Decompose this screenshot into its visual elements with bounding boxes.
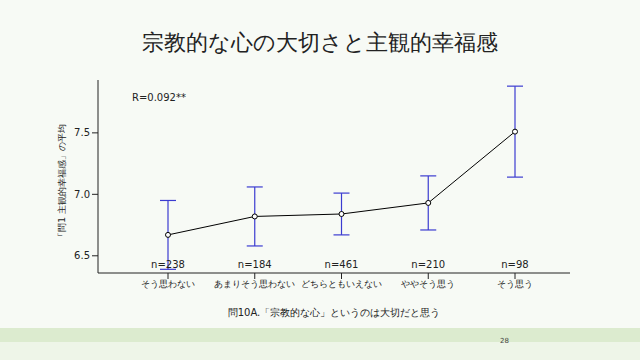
svg-text:そう思う: そう思う bbox=[497, 279, 533, 289]
html-text:宗教的な心の大切さと主観的幸福感: 宗教的な心の大切さと主観的幸福感 bbox=[142, 30, 498, 55]
svg-text:n=461: n=461 bbox=[325, 259, 359, 270]
svg-text:7.5: 7.5 bbox=[74, 127, 90, 138]
svg-text:ややそう思う: ややそう思う bbox=[401, 279, 455, 289]
svg-text:あまりそう思わない: あまりそう思わない bbox=[214, 279, 295, 289]
html-text:「問1 主観的幸福感」の平均: 「問1 主観的幸福感」の平均 bbox=[56, 124, 67, 241]
svg-text:n=238: n=238 bbox=[151, 259, 185, 270]
html-text:28: 28 bbox=[500, 337, 509, 345]
svg-text:そう思わない: そう思わない bbox=[141, 279, 195, 289]
html-text:問10A.「宗教的な心」というのは大切だと思う: 問10A.「宗教的な心」というのは大切だと思う bbox=[227, 307, 441, 318]
svg-text:6.5: 6.5 bbox=[74, 250, 90, 261]
svg-text:n=184: n=184 bbox=[238, 259, 272, 270]
svg-text:n=98: n=98 bbox=[501, 259, 528, 270]
svg-text:7.0: 7.0 bbox=[74, 189, 90, 200]
svg-text:どちらともいえない: どちらともいえない bbox=[301, 279, 382, 289]
svg-text:n=210: n=210 bbox=[411, 259, 445, 270]
html-text:R=0.092**: R=0.092** bbox=[132, 92, 186, 103]
